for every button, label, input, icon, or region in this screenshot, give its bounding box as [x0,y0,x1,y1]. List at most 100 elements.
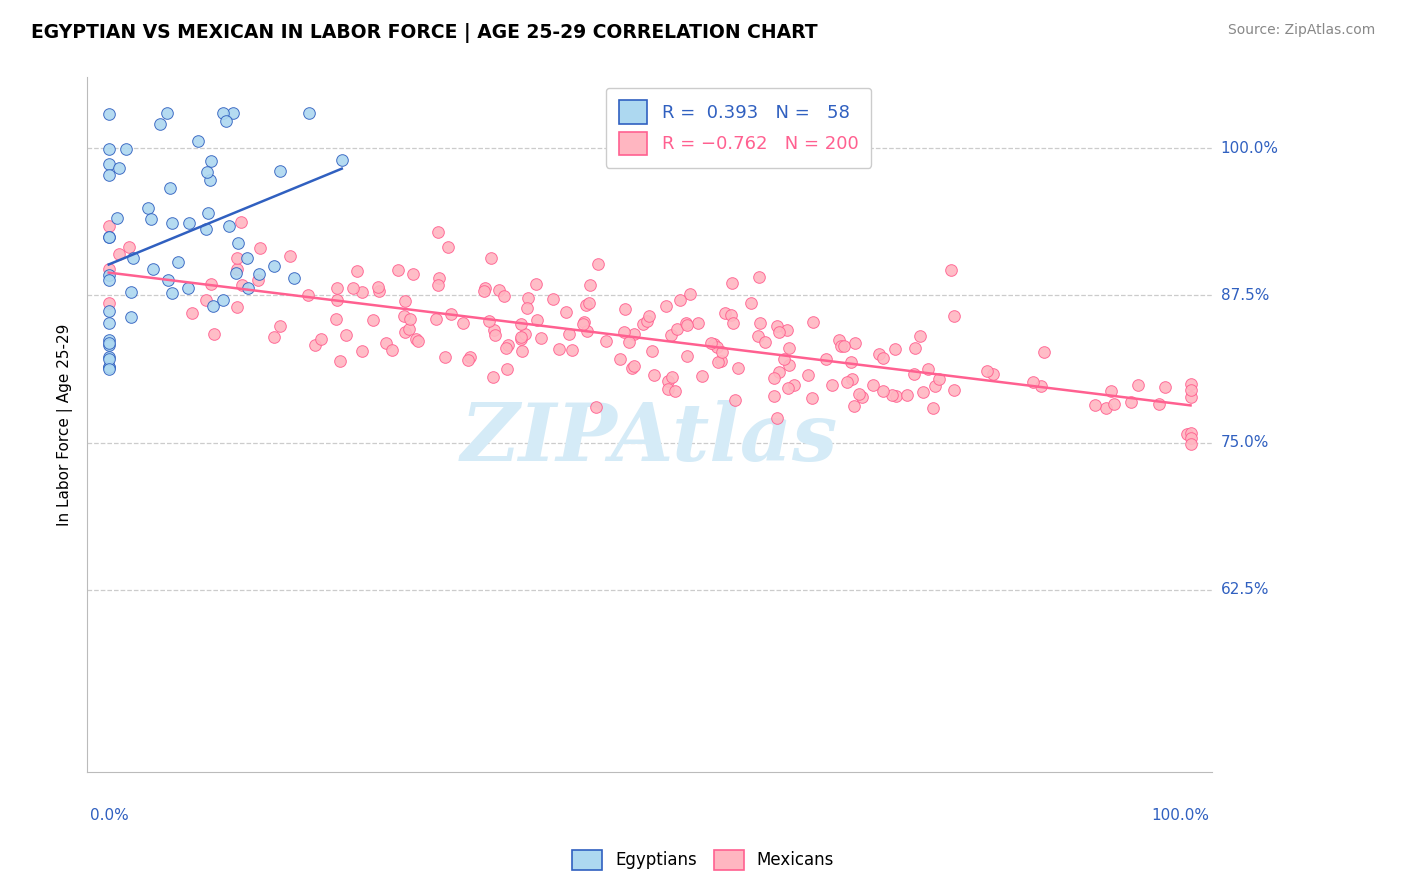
Point [623,359,645,373]
Point [326,281,349,295]
Text: 100.0%: 100.0% [1152,808,1209,823]
Point [329,353,352,368]
Point [394,309,416,323]
Point [200,154,222,169]
Point [675,316,697,330]
Point [97,230,120,244]
Point [510,344,533,359]
Point [478,314,501,328]
Point [768,325,790,339]
Point [943,309,966,323]
Point [156,273,179,287]
Point [572,317,595,331]
Point [352,344,374,359]
Point [711,345,734,359]
Point [1102,397,1125,411]
Point [657,382,679,396]
Point [97,350,120,364]
Point [578,295,600,310]
Point [676,349,699,363]
Point [231,278,253,293]
Point [1149,397,1171,411]
Point [202,327,225,342]
Point [394,325,416,339]
Point [1180,426,1202,441]
Point [108,247,131,261]
Point [924,379,946,393]
Point [517,291,540,305]
Text: 100.0%: 100.0% [1220,141,1278,155]
Text: EGYPTIAN VS MEXICAN IN LABOR FORCE | AGE 25-29 CORRELATION CHART: EGYPTIAN VS MEXICAN IN LABOR FORCE | AGE… [31,23,817,43]
Point [226,261,249,276]
Point [721,316,744,330]
Point [679,287,702,301]
Point [236,251,259,265]
Point [614,301,637,316]
Point [97,229,120,244]
Point [740,296,762,310]
Point [1180,384,1202,398]
Point [222,105,245,120]
Point [156,105,179,120]
Point [97,272,120,286]
Point [495,342,517,356]
Point [1180,436,1202,450]
Y-axis label: In Labor Force | Age 25-29: In Labor Force | Age 25-29 [58,324,73,526]
Point [298,105,321,120]
Point [427,271,450,285]
Point [837,375,859,389]
Point [912,384,935,399]
Point [1180,431,1202,445]
Point [121,252,143,266]
Point [976,364,998,378]
Point [488,283,510,297]
Point [541,292,564,306]
Point [783,378,806,392]
Point [97,142,120,156]
Point [472,284,495,298]
Point [1084,397,1107,411]
Point [484,323,506,337]
Point [703,336,725,351]
Point [381,343,404,358]
Point [510,329,533,343]
Point [427,225,450,239]
Point [1180,390,1202,404]
Point [440,307,463,321]
Point [495,362,517,376]
Point [97,261,120,276]
Point [609,351,631,366]
Point [908,329,931,343]
Point [700,335,723,350]
Point [97,338,120,352]
Point [236,281,259,295]
Point [457,352,479,367]
Point [1119,394,1142,409]
Point [97,360,120,375]
Point [883,342,905,356]
Point [249,241,271,255]
Point [374,336,396,351]
Point [983,367,1005,381]
Point [842,400,865,414]
Point [830,339,852,353]
Point [304,338,326,352]
Point [346,264,368,278]
Point [880,388,903,402]
Point [588,257,610,271]
Point [766,411,789,425]
Point [815,351,838,366]
Point [526,313,548,327]
Point [638,309,661,323]
Point [548,342,571,356]
Point [688,316,710,330]
Point [917,362,939,376]
Point [636,314,658,328]
Point [98,296,121,310]
Point [841,355,863,369]
Point [841,372,863,386]
Point [484,328,506,343]
Point [330,153,353,168]
Point [97,268,120,283]
Point [530,331,553,345]
